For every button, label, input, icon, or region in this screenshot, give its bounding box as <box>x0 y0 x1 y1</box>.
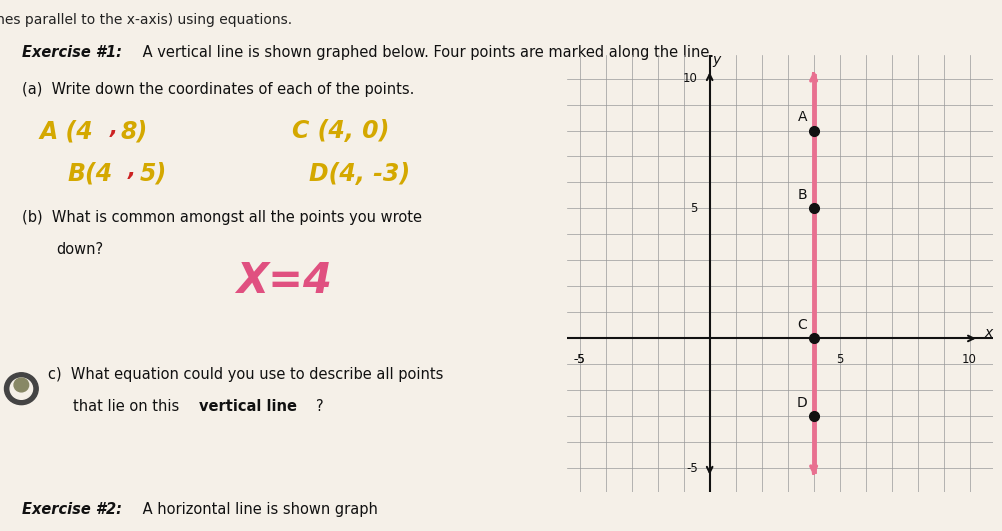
Text: 10: 10 <box>682 72 697 85</box>
Text: -5: -5 <box>685 462 697 475</box>
Text: 5): 5) <box>139 162 166 186</box>
Text: D: D <box>796 396 807 410</box>
Text: A: A <box>797 110 807 124</box>
Circle shape <box>10 378 32 399</box>
Text: C (4, 0): C (4, 0) <box>292 119 389 143</box>
Text: -5: -5 <box>573 353 585 366</box>
Text: c)  What equation could you use to describe all points: c) What equation could you use to descri… <box>48 367 443 382</box>
Text: -5: -5 <box>573 353 585 366</box>
Text: D(4, -3): D(4, -3) <box>309 162 410 186</box>
Text: that lie on this: that lie on this <box>73 399 183 414</box>
Text: A horizontal line is shown graph: A horizontal line is shown graph <box>137 502 377 517</box>
Text: C: C <box>797 318 807 332</box>
Text: down?: down? <box>56 242 103 256</box>
Circle shape <box>4 373 38 405</box>
Circle shape <box>14 378 29 392</box>
Text: 8): 8) <box>120 119 148 143</box>
Text: B: B <box>797 188 807 202</box>
Text: X=4: X=4 <box>235 260 332 302</box>
Text: (b)  What is common amongst all the points you wrote: (b) What is common amongst all the point… <box>22 210 422 225</box>
Text: vertical line: vertical line <box>199 399 298 414</box>
Text: 5: 5 <box>835 353 843 366</box>
Text: nal lines (ones parallel to the x-axis) using equations.: nal lines (ones parallel to the x-axis) … <box>0 13 292 27</box>
Text: B(4: B(4 <box>67 162 112 186</box>
Text: Exercise #2:: Exercise #2: <box>22 502 122 517</box>
Text: Exercise #1:: Exercise #1: <box>22 45 122 60</box>
Text: 5: 5 <box>690 202 697 215</box>
Text: (a)  Write down the coordinates of each of the points.: (a) Write down the coordinates of each o… <box>22 82 415 97</box>
Text: ?: ? <box>316 399 323 414</box>
Text: A vertical line is shown graphed below. Four points are marked along the line.: A vertical line is shown graphed below. … <box>137 45 713 60</box>
Text: A (4: A (4 <box>39 119 93 143</box>
Text: y: y <box>711 53 719 67</box>
Text: ,: , <box>109 118 117 138</box>
Text: 10: 10 <box>961 353 976 366</box>
Text: ,: , <box>128 160 136 181</box>
Text: x: x <box>983 326 991 340</box>
